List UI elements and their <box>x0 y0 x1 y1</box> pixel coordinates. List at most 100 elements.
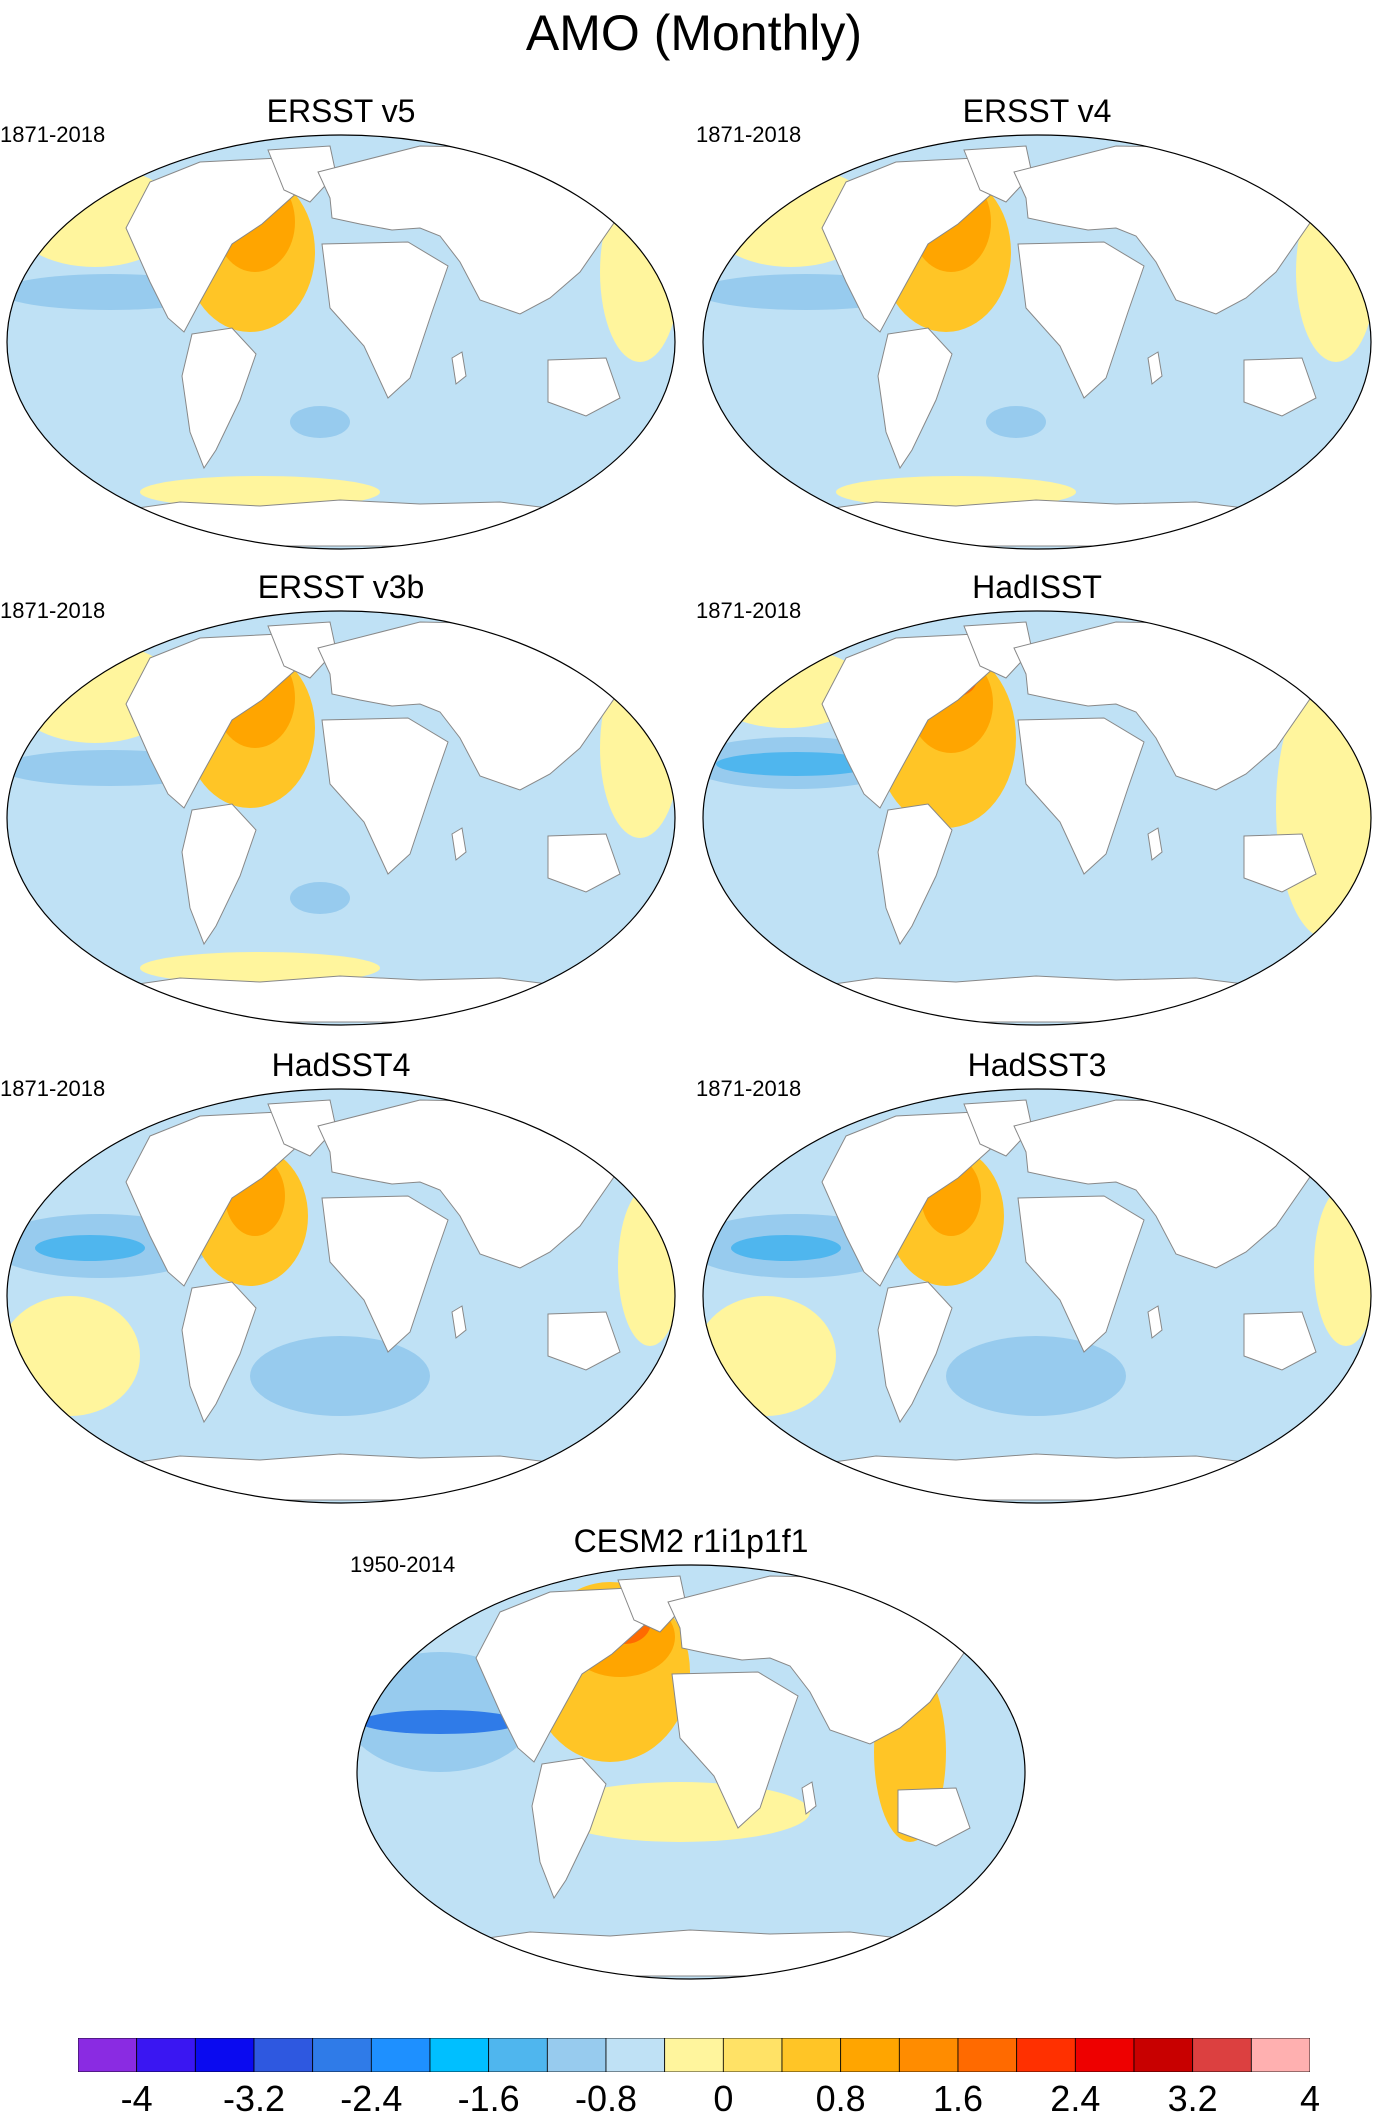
land-samerica <box>181 1281 257 1424</box>
colorbar-swatch <box>957 2038 1018 2072</box>
land-samerica <box>877 803 953 946</box>
map-panel-ersst-v4: ERSST v4 1871-2018 <box>696 92 1378 552</box>
world-map <box>356 1564 1026 1980</box>
land-madagascar <box>1147 1305 1163 1339</box>
land-africa <box>321 1195 449 1353</box>
land-greenland <box>963 1099 1033 1157</box>
land-samerica <box>181 803 257 946</box>
land-madagascar <box>801 1781 817 1815</box>
land-samerica <box>877 327 953 470</box>
world-map <box>702 134 1372 550</box>
colorbar-tick-label: 2.4 <box>1050 2078 1101 2119</box>
panel-title: ERSST v4 <box>962 93 1112 129</box>
colorbar-swatch <box>840 2038 900 2072</box>
land-namerica <box>821 157 997 333</box>
panel-period: 1871-2018 <box>0 598 106 623</box>
map-panel-cesm2: CESM2 r1i1p1f1 1950-2014 <box>350 1522 1032 1982</box>
colorbar-tick-label: 3.2 <box>1167 2078 1218 2119</box>
panel-period: 1950-2014 <box>350 1552 456 1577</box>
land-namerica <box>125 157 301 333</box>
land-greenland <box>963 145 1033 203</box>
anomaly-region <box>600 182 675 362</box>
colorbar-tick-label: 0 <box>713 2078 734 2119</box>
land-greenland <box>267 1099 337 1157</box>
anomaly-region <box>290 406 350 438</box>
anomaly-region <box>731 1235 841 1261</box>
anomaly-region <box>290 882 350 914</box>
land-madagascar <box>1147 351 1163 385</box>
land-australia <box>1243 833 1317 893</box>
land-australia <box>547 833 621 893</box>
anomaly-region <box>836 476 1076 508</box>
panel-period: 1871-2018 <box>0 1076 106 1101</box>
colorbar-tick-label: -1.6 <box>457 2078 520 2119</box>
map-border <box>6 134 676 550</box>
colorbar-swatch <box>722 2038 783 2072</box>
colorbar-tick-label: 1.6 <box>932 2078 984 2119</box>
map-panel-hadisst: HadISST 1871-2018 <box>696 568 1378 1028</box>
anomaly-region <box>140 476 380 508</box>
land-africa <box>321 241 449 399</box>
colorbar-tick-label: -0.8 <box>574 2078 638 2119</box>
panel-title: HadSST3 <box>967 1047 1107 1083</box>
panel-title: HadISST <box>972 569 1102 605</box>
panel-period: 1871-2018 <box>696 1076 802 1101</box>
map-panel-ersst-v5: ERSST v5 1871-2018 <box>0 92 682 552</box>
world-map <box>6 1088 676 1504</box>
panel-period: 1871-2018 <box>696 122 802 147</box>
anomaly-region <box>986 406 1046 438</box>
anomaly-region <box>716 752 876 776</box>
land-greenland <box>617 1575 687 1633</box>
map-panel-ersst-v3b: ERSST v3b 1871-2018 <box>0 568 682 1028</box>
land-namerica <box>125 1111 301 1287</box>
colorbar-tick-label: -3.2 <box>222 2078 286 2119</box>
land-namerica <box>475 1587 651 1763</box>
colorbar-swatch <box>546 2038 607 2072</box>
colorbar-swatch <box>781 2038 842 2072</box>
anomaly-region <box>35 1235 145 1261</box>
colorbar-swatch <box>664 2038 724 2072</box>
land-greenland <box>963 621 1033 679</box>
panel-title: ERSST v3b <box>257 569 425 605</box>
colorbar-swatch <box>1250 2038 1310 2072</box>
panel-title: HadSST4 <box>271 1047 411 1083</box>
land-australia <box>1243 357 1317 417</box>
colorbar-swatch <box>605 2038 666 2072</box>
map-border <box>702 1088 1372 1504</box>
land-australia <box>547 1311 621 1371</box>
world-map <box>702 1088 1372 1504</box>
anomaly-region <box>250 1336 430 1416</box>
colorbar <box>78 2038 1310 2072</box>
colorbar-swatch <box>429 2038 490 2072</box>
land-namerica <box>125 633 301 809</box>
anomaly-region <box>360 1710 520 1734</box>
land-samerica <box>531 1757 607 1900</box>
colorbar-swatch <box>898 2038 959 2072</box>
colorbar-tick-label: 0.8 <box>815 2078 866 2119</box>
land-madagascar <box>1147 827 1163 861</box>
land-africa <box>1017 1195 1145 1353</box>
colorbar-tick-label: 4 <box>1299 2078 1321 2119</box>
colorbar-tick-label: -2.4 <box>340 2078 403 2119</box>
map-panel-hadsst3: HadSST3 1871-2018 <box>696 1046 1378 1506</box>
land-namerica <box>821 1111 997 1287</box>
land-madagascar <box>451 351 467 385</box>
colorbar-swatch <box>78 2038 138 2072</box>
land-madagascar <box>451 1305 467 1339</box>
map-border <box>356 1564 1026 1980</box>
anomaly-region <box>1296 182 1371 362</box>
world-map <box>6 610 676 1026</box>
land-africa <box>671 1671 799 1829</box>
map-border <box>6 1088 676 1504</box>
anomaly-region <box>946 1336 1126 1416</box>
colorbar-swatch <box>312 2038 372 2072</box>
colorbar-swatch <box>194 2038 255 2072</box>
colorbar-swatch <box>1192 2038 1252 2072</box>
map-panel-hadsst4: HadSST4 1871-2018 <box>0 1046 682 1506</box>
colorbar-swatch <box>488 2038 548 2072</box>
colorbar-swatch <box>1133 2038 1194 2072</box>
land-africa <box>321 717 449 875</box>
anomaly-region <box>140 952 380 984</box>
world-map <box>6 134 676 550</box>
map-border <box>702 610 1372 1026</box>
